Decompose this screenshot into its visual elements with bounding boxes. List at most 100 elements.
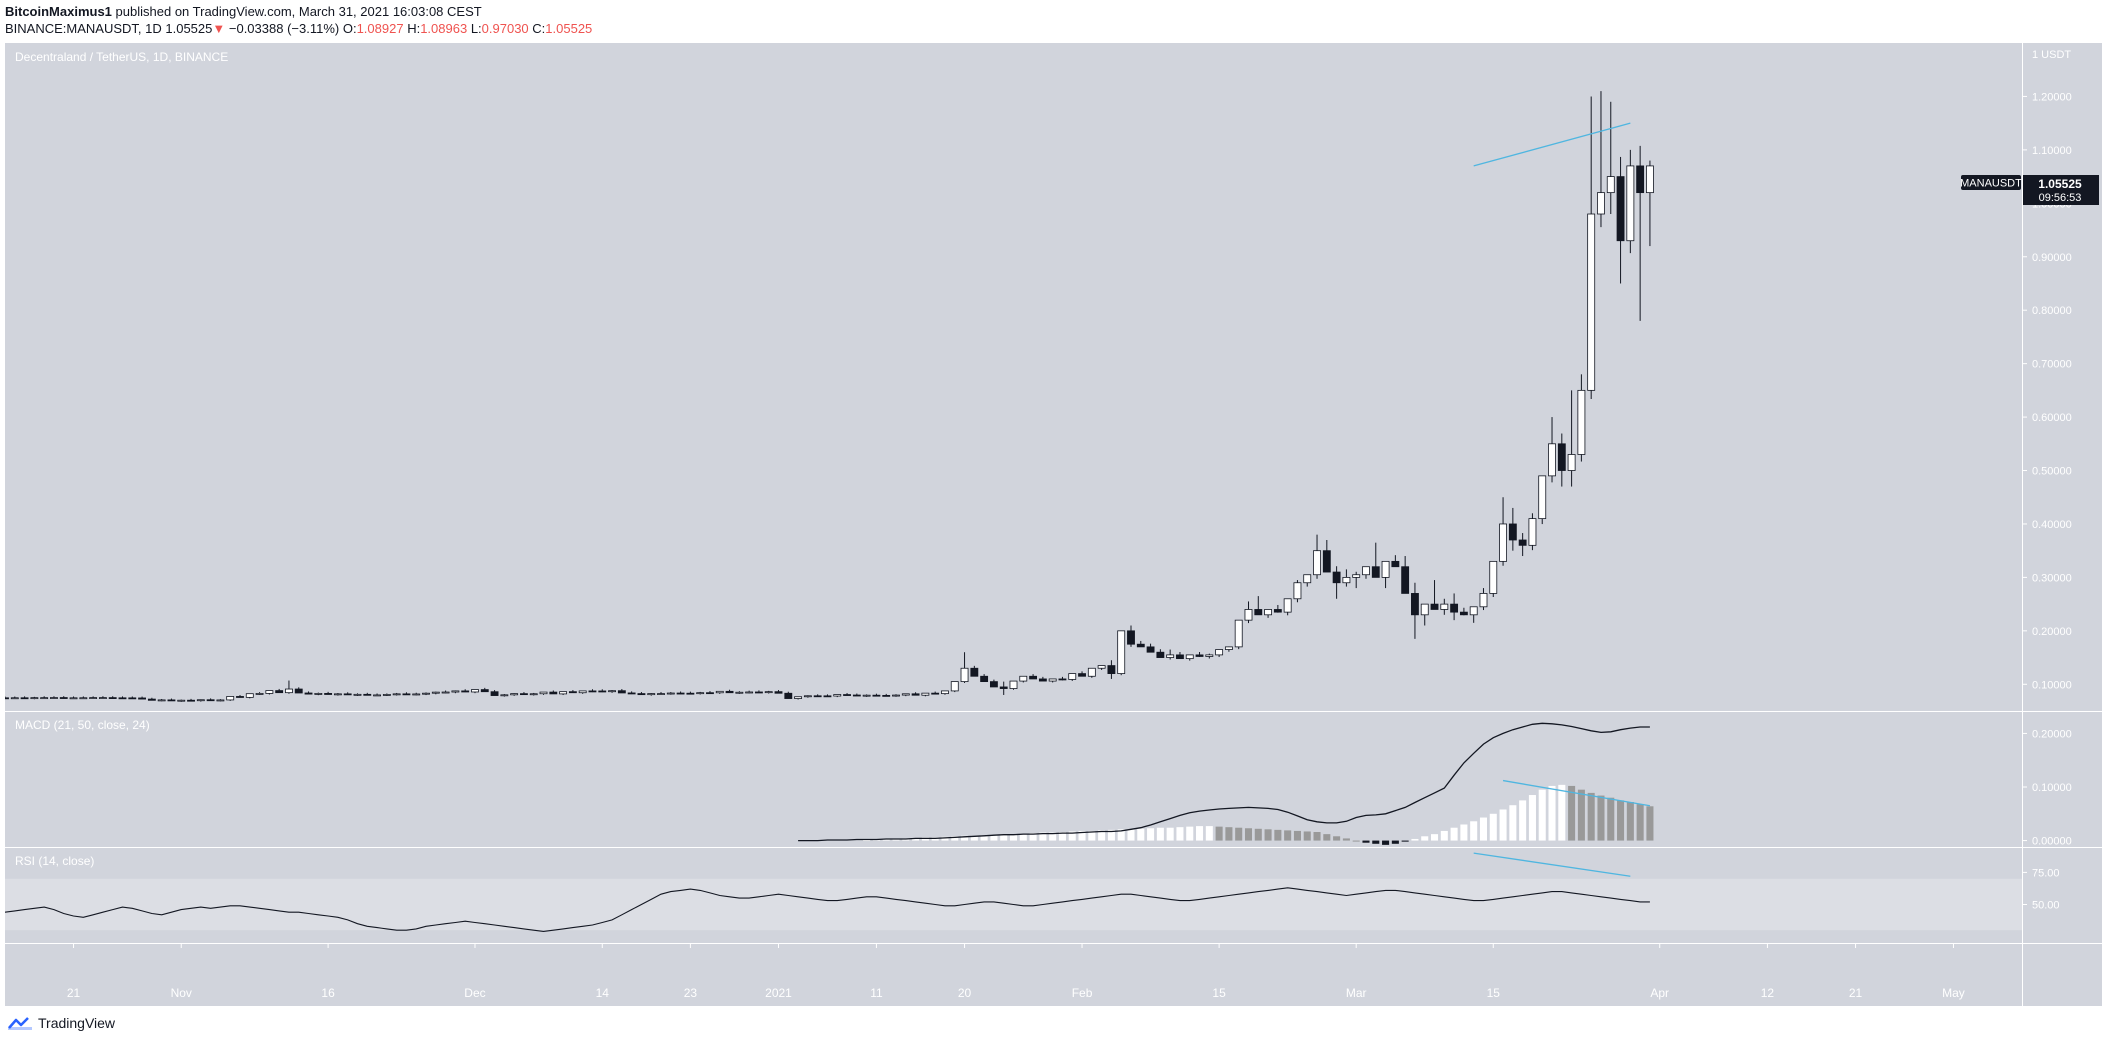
candle[interactable] bbox=[1205, 653, 1214, 659]
candle[interactable] bbox=[1391, 555, 1400, 568]
candle[interactable] bbox=[666, 692, 675, 695]
candle[interactable] bbox=[392, 692, 401, 696]
candle[interactable] bbox=[1557, 433, 1566, 487]
candle[interactable] bbox=[294, 687, 303, 694]
candle[interactable] bbox=[1058, 676, 1067, 681]
candle[interactable] bbox=[1009, 680, 1018, 690]
candle[interactable] bbox=[1528, 513, 1537, 551]
candle[interactable] bbox=[324, 691, 333, 695]
candle[interactable] bbox=[1019, 675, 1028, 683]
candle[interactable] bbox=[764, 690, 773, 694]
candle[interactable] bbox=[1420, 603, 1429, 626]
candle[interactable] bbox=[1411, 582, 1419, 639]
candle[interactable] bbox=[500, 694, 509, 697]
candle[interactable] bbox=[1264, 609, 1272, 618]
candle[interactable] bbox=[1195, 652, 1204, 657]
candle[interactable] bbox=[1146, 643, 1155, 653]
candle[interactable] bbox=[520, 692, 528, 696]
candle[interactable] bbox=[20, 696, 29, 700]
candle[interactable] bbox=[59, 696, 68, 699]
time-axis[interactable] bbox=[5, 944, 2102, 1006]
candle[interactable] bbox=[490, 690, 499, 696]
candle[interactable] bbox=[480, 687, 489, 693]
candle[interactable] bbox=[1371, 542, 1380, 578]
macd-pane[interactable] bbox=[5, 712, 2022, 847]
candle[interactable] bbox=[1646, 160, 1654, 247]
candle[interactable] bbox=[1430, 580, 1439, 610]
candle[interactable] bbox=[216, 699, 225, 702]
rsi-trendline[interactable] bbox=[1473, 852, 1631, 877]
candle[interactable] bbox=[1440, 598, 1449, 615]
candle[interactable] bbox=[745, 690, 754, 694]
candle[interactable] bbox=[30, 696, 39, 700]
candle[interactable] bbox=[1597, 91, 1605, 228]
candle[interactable] bbox=[118, 696, 127, 700]
candle[interactable] bbox=[1313, 534, 1321, 579]
candle[interactable] bbox=[696, 691, 705, 695]
candle[interactable] bbox=[382, 693, 391, 696]
candle[interactable] bbox=[1273, 604, 1282, 613]
candle[interactable] bbox=[40, 696, 49, 700]
candle[interactable] bbox=[1068, 673, 1077, 681]
candle[interactable] bbox=[1459, 607, 1468, 616]
candle[interactable] bbox=[598, 689, 607, 693]
candle[interactable] bbox=[10, 696, 19, 700]
author-name[interactable]: BitcoinMaximus1 bbox=[5, 4, 112, 19]
candle[interactable] bbox=[167, 698, 176, 702]
candle[interactable] bbox=[950, 681, 959, 693]
candle[interactable] bbox=[1616, 156, 1625, 284]
candle[interactable] bbox=[911, 692, 920, 696]
candle[interactable] bbox=[578, 690, 587, 694]
macd-trendline[interactable] bbox=[1502, 779, 1651, 807]
candle[interactable] bbox=[1469, 606, 1478, 623]
candle[interactable] bbox=[794, 696, 803, 700]
candle[interactable] bbox=[1489, 560, 1498, 598]
candle[interactable] bbox=[960, 652, 969, 683]
candle[interactable] bbox=[431, 691, 440, 695]
candle[interactable] bbox=[627, 691, 636, 695]
candle[interactable] bbox=[1254, 596, 1263, 616]
price-trendline[interactable] bbox=[1473, 122, 1631, 167]
candle[interactable] bbox=[1499, 497, 1507, 566]
candle[interactable] bbox=[843, 693, 851, 696]
candle[interactable] bbox=[970, 665, 979, 677]
candle[interactable] bbox=[1518, 533, 1527, 557]
candle[interactable] bbox=[226, 696, 235, 701]
candle[interactable] bbox=[1342, 569, 1351, 587]
candle[interactable] bbox=[588, 689, 597, 693]
candle[interactable] bbox=[510, 693, 519, 696]
candle[interactable] bbox=[568, 690, 577, 694]
candle[interactable] bbox=[1117, 630, 1126, 676]
candle[interactable] bbox=[1626, 149, 1635, 254]
candle[interactable] bbox=[901, 693, 910, 697]
tradingview-logo-icon[interactable] bbox=[8, 1016, 32, 1030]
candle[interactable] bbox=[363, 692, 372, 696]
candle[interactable] bbox=[255, 692, 264, 695]
candle[interactable] bbox=[285, 680, 293, 694]
candle[interactable] bbox=[1548, 417, 1556, 483]
candle[interactable] bbox=[774, 690, 783, 694]
candle[interactable] bbox=[1234, 619, 1243, 650]
candle[interactable] bbox=[862, 694, 871, 697]
candle[interactable] bbox=[147, 697, 156, 701]
candle[interactable] bbox=[1097, 665, 1106, 670]
candle[interactable] bbox=[1038, 676, 1047, 682]
candle[interactable] bbox=[441, 690, 450, 694]
candle[interactable] bbox=[1127, 625, 1135, 647]
candle[interactable] bbox=[833, 694, 842, 698]
candle[interactable] bbox=[735, 691, 744, 694]
candle[interactable] bbox=[1606, 101, 1615, 215]
candle[interactable] bbox=[892, 694, 900, 697]
candle[interactable] bbox=[1479, 588, 1488, 611]
candle[interactable] bbox=[1450, 593, 1459, 621]
candle[interactable] bbox=[1636, 145, 1645, 321]
candle[interactable] bbox=[715, 690, 724, 694]
candle[interactable] bbox=[128, 696, 137, 700]
candle[interactable] bbox=[245, 693, 254, 699]
candle[interactable] bbox=[1381, 560, 1390, 589]
macd-axis[interactable] bbox=[2022, 712, 2102, 847]
candle[interactable] bbox=[50, 696, 58, 699]
candle[interactable] bbox=[980, 674, 989, 683]
candle[interactable] bbox=[931, 691, 940, 695]
candle[interactable] bbox=[275, 688, 284, 694]
